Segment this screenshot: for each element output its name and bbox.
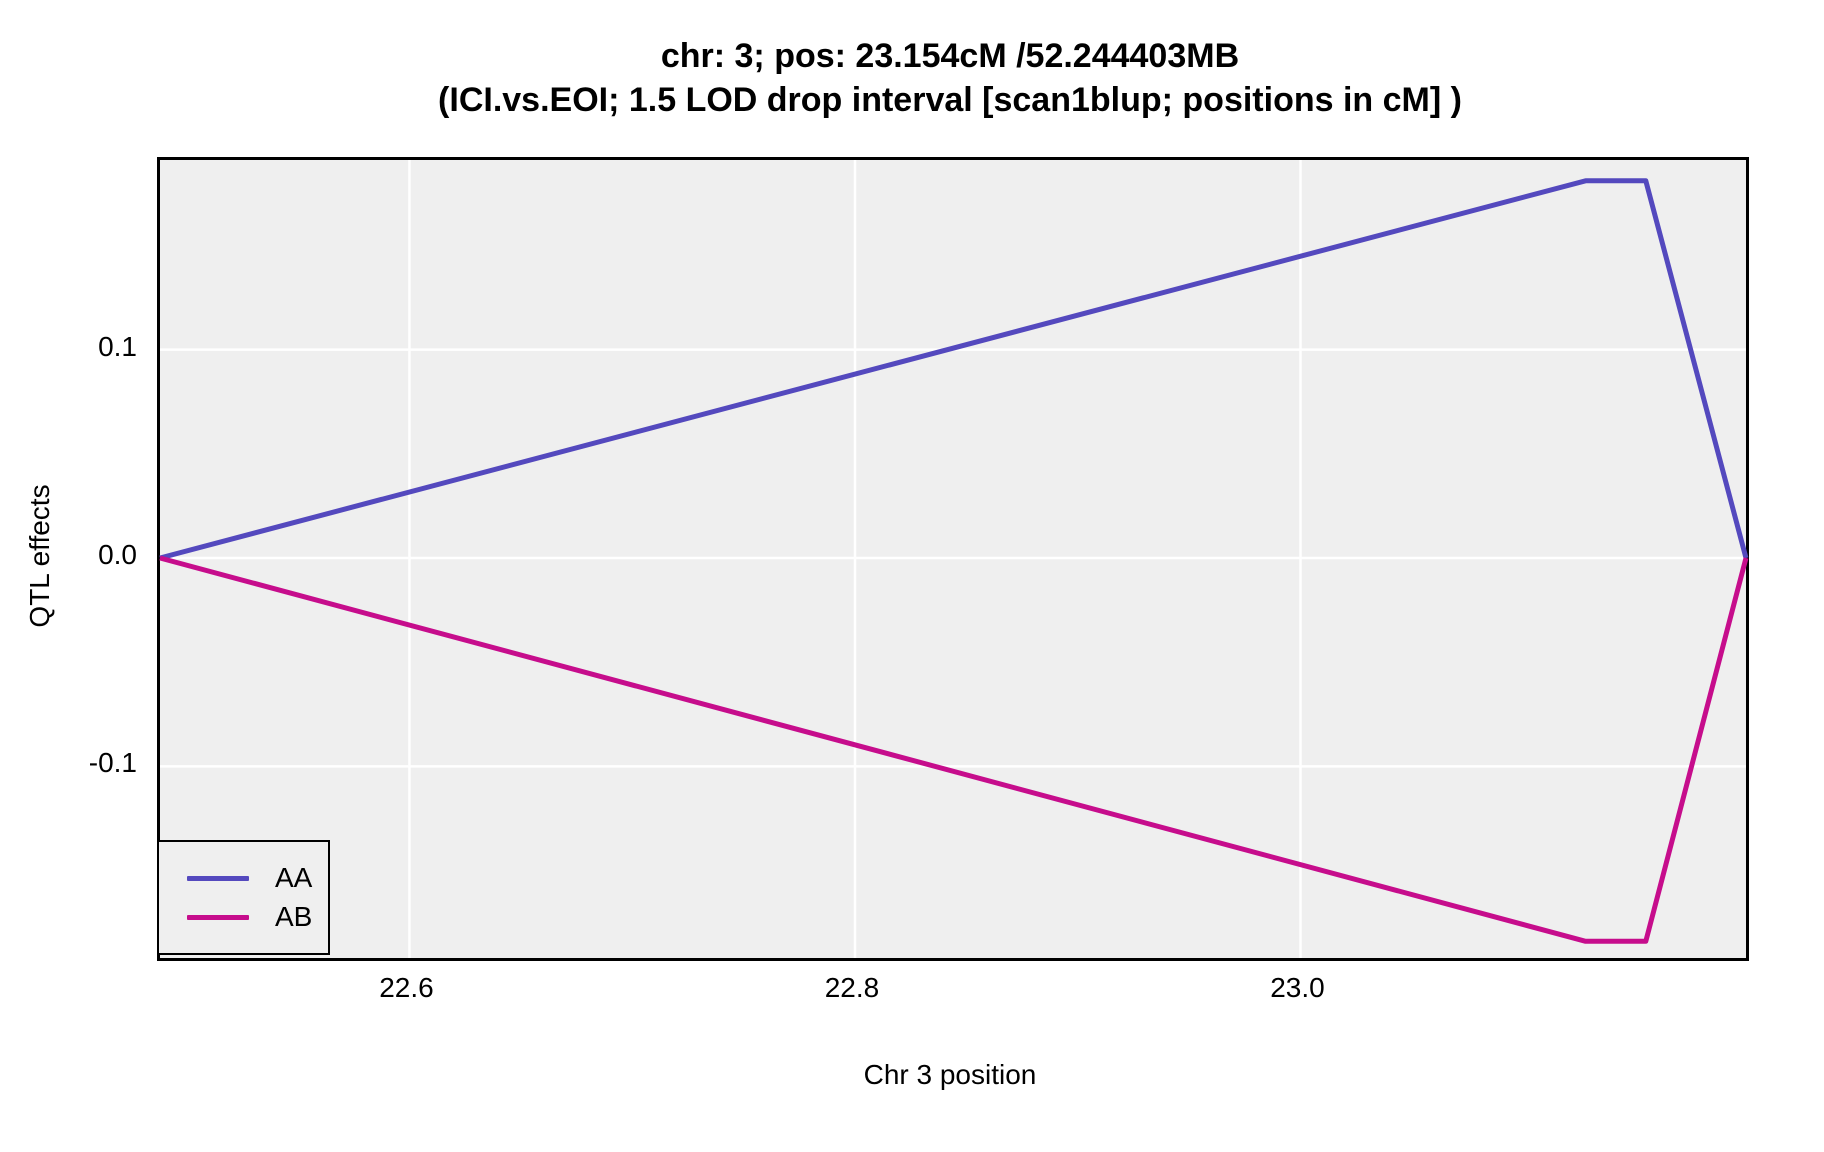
plot-lines-svg: [159, 160, 1749, 958]
legend-item-AA: AA: [187, 861, 328, 895]
chart-title: chr: 3; pos: 23.154cM /52.244403MB: [660, 37, 1240, 75]
legend-line-swatch: [187, 875, 249, 881]
legend-label: AA: [275, 862, 313, 893]
chart-subtitle: (ICI.vs.EOI; 1.5 LOD drop interval [scan…: [438, 81, 1462, 119]
y-tick-label: 0.0: [98, 538, 137, 570]
series-line-AB: [159, 555, 1749, 944]
x-tick-label: 23.0: [1270, 972, 1325, 1003]
chart-title-block: chr: 3; pos: 23.154cM /52.244403MB (ICI.…: [157, 34, 1743, 122]
legend: AA AB: [157, 840, 330, 955]
legend-label: AB: [275, 901, 313, 932]
y-tick-label: -0.1: [88, 747, 137, 779]
series-line-AA: [159, 178, 1749, 561]
plot-panel: [157, 157, 1749, 961]
legend-line-swatch: [187, 914, 249, 920]
legend-item-AB: AB: [187, 900, 328, 934]
x-tick-label: 22.8: [824, 972, 880, 1003]
y-tick-label: 0.1: [98, 330, 137, 362]
x-axis-title: Chr 3 position: [863, 1059, 1037, 1090]
x-tick-label: 22.6: [379, 972, 434, 1003]
